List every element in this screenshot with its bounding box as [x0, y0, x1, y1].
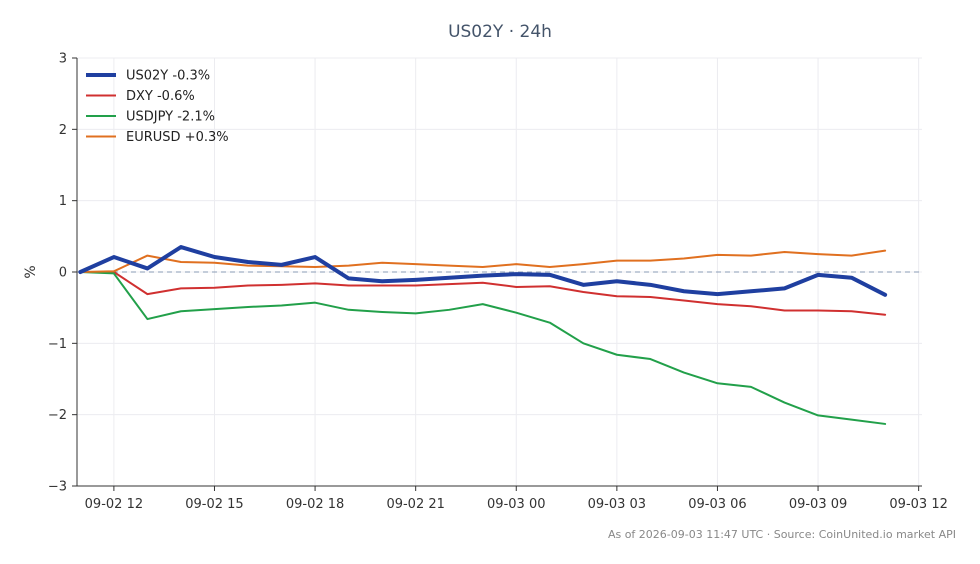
y-tick-label: 0	[59, 266, 67, 281]
x-tick-label: 09-02 12	[85, 497, 143, 512]
x-tick-label: 09-02 21	[386, 497, 444, 512]
chart-footer: As of 2026-09-03 11:47 UTC · Source: Coi…	[608, 528, 956, 541]
y-tick-label: −2	[48, 408, 67, 423]
series-line	[79, 271, 887, 316]
y-axis-label: %	[23, 265, 39, 278]
x-tick-label: 09-03 03	[588, 497, 646, 512]
legend-label: USDJPY -2.1%	[126, 110, 215, 125]
legend-label: DXY -0.6%	[126, 89, 195, 104]
y-tick-label: 3	[59, 52, 67, 67]
legend: US02Y -0.3% DXY -0.6% USDJPY -2.1% EURUSD +…	[86, 69, 229, 145]
series-line	[78, 245, 888, 297]
y-tick-label: 2	[59, 123, 67, 138]
y-tick-label: 1	[59, 194, 67, 209]
legend-label: EURUSD +0.3%	[126, 130, 229, 145]
x-tick-label: 09-03 09	[789, 497, 847, 512]
x-tick-label: 09-02 18	[286, 497, 344, 512]
series-line	[79, 249, 887, 273]
legend-label: US02Y -0.3%	[126, 69, 210, 84]
y-tick-label: −3	[48, 480, 67, 495]
chart-title: US02Y · 24h	[448, 22, 552, 42]
x-tick-label: 09-02 15	[185, 497, 243, 512]
series-lines	[78, 245, 888, 425]
series-line	[79, 271, 887, 425]
x-tick-label: 09-03 12	[889, 497, 947, 512]
y-tick-label: −1	[48, 337, 67, 352]
x-tick-label: 09-03 06	[688, 497, 746, 512]
axes: −3 −2 −1 0 1 2 3 09-02 12 09-02 15 09-02 18 09-02 …	[48, 52, 948, 513]
x-tick-label: 09-03 00	[487, 497, 545, 512]
